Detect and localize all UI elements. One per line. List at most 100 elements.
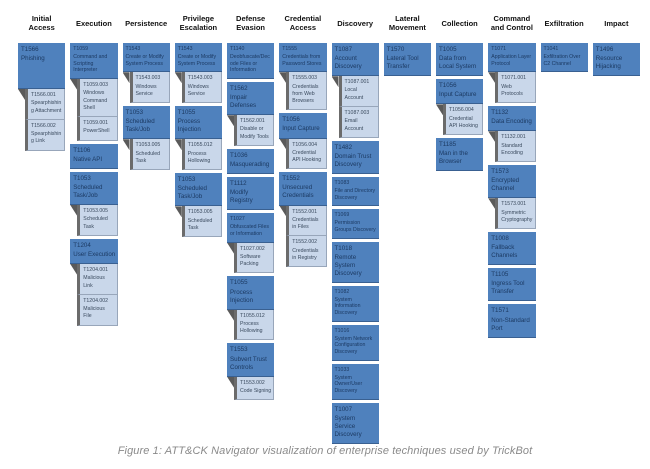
tactic-header: Discovery	[337, 18, 374, 28]
sub-connector-notch	[174, 139, 182, 151]
subtechnique-cell: T1566.002 Spearphishing Link	[25, 119, 66, 151]
technique-name: Input Capture	[282, 125, 320, 133]
subtechnique-group: T1059.003 Windows Command Shell T1059.001 P…	[70, 79, 118, 141]
technique-id: T1132	[491, 109, 509, 117]
subtechnique-cell: T1566.001 Spearphishing Attachment	[25, 89, 66, 120]
sub-connector-notch	[70, 205, 78, 216]
subtechnique-group: T1573.001 Symmetric Cryptography	[488, 198, 536, 230]
tactic-cells: T1543 Create or Modify System Process T154…	[174, 43, 222, 240]
tactic-cells: T1071 Application Layer Protocol T1071.001…	[488, 43, 536, 341]
technique-group: T1041 Exfiltration Over C2 Channel	[540, 43, 588, 73]
technique-id: T1566.002	[31, 122, 56, 129]
subtechnique-cell: T1071.001 Web Protocols	[495, 72, 536, 104]
technique-cell: T1562 Impair Defenses	[227, 82, 275, 116]
sub-connector-notch	[331, 76, 339, 88]
subtechnique-group: T1543.003 Windows Service	[174, 72, 222, 104]
figure-caption: Figure 1: ATT&CK Navigator visualization…	[117, 445, 533, 457]
subtechnique-group: T1087.001 Local Account T1087.003 Email Acc…	[331, 76, 379, 138]
sub-connector-notch	[70, 263, 78, 275]
subtechnique-group: T1053.005 Scheduled Task	[122, 139, 170, 171]
technique-id: T1036	[230, 152, 248, 160]
technique-cell: T1543 Create or Modify System Process	[122, 43, 170, 73]
technique-group: T1573 Encrypted Channel T1573.001 Symmetric…	[488, 165, 536, 230]
technique-name: Scheduled Task	[83, 216, 108, 230]
technique-group: T1112 Modify Registry	[227, 177, 275, 211]
technique-id: T1056.004	[292, 141, 318, 148]
technique-name: Process Injection	[230, 288, 254, 304]
tactic-header: Privilege Escalation	[179, 14, 218, 32]
technique-id: T1105	[491, 271, 509, 279]
technique-id: T1562	[230, 85, 248, 92]
technique-id: T1059.003	[83, 82, 109, 88]
technique-cell: T1573 Encrypted Channel	[488, 165, 536, 199]
technique-id: T1005	[439, 46, 457, 53]
subtechnique-cell: T1543.003 Windows Service	[181, 72, 222, 104]
technique-name: Scheduled Task	[135, 150, 161, 164]
sub-connector-notch	[227, 242, 234, 254]
technique-name: Create or Modify System Process	[125, 53, 164, 67]
subtechnique-group: T1056.004 Credential API Hooking	[436, 104, 484, 136]
subtechnique-cell: T1055.012 Process Hollowing	[181, 139, 222, 171]
technique-id: T1087.003	[344, 110, 370, 117]
technique-group: T1056 Input Capture T1056.004 Credential AP…	[436, 79, 484, 136]
technique-name: Symmetric Cryptography	[501, 209, 533, 223]
tactic-cells: T1087 Account Discovery T1087.001 Local Acc…	[331, 43, 379, 447]
technique-name: Credentials in Registry	[292, 247, 319, 261]
technique-name: Fallback Channels	[491, 244, 518, 260]
sub-connector-notch	[279, 138, 287, 150]
technique-cell: T1053 Scheduled Task/Job	[70, 171, 118, 205]
technique-id: T1553.002	[240, 379, 265, 386]
technique-name: Create or Modify System Process	[177, 53, 217, 67]
technique-name: Email Account	[344, 118, 364, 132]
technique-group: T1033 System Owner/User Discovery	[331, 363, 379, 400]
technique-cell: T1007 System Service Discovery	[331, 402, 379, 445]
technique-cell: T1082 System Information Discovery	[331, 285, 379, 322]
technique-group: T1069 Permission Groups Discovery	[331, 209, 379, 239]
technique-group: T1140 Deobfuscate/Decode Files or Informa…	[227, 43, 275, 79]
technique-name: Process Hollowing	[240, 320, 263, 335]
technique-name: Exfiltration Over C2 Channel	[543, 53, 581, 67]
technique-name: Phishing	[21, 55, 45, 63]
technique-group: T1016 System Network Configuration Discov…	[331, 324, 379, 361]
sub-connector-notch	[227, 376, 234, 388]
technique-id: T1027	[230, 216, 245, 223]
technique-id: T1053.005	[135, 142, 161, 149]
subtechnique-cell: T1027.002 Software Packing	[234, 242, 275, 274]
subtechnique-group: T1055.012 Process Hollowing	[174, 139, 222, 171]
technique-name: Encrypted Channel	[491, 177, 520, 193]
technique-name: Process Hollowing	[187, 150, 211, 164]
technique-group: T1132 Data Encoding T1132.001 Standard Enco…	[488, 106, 536, 163]
subtechnique-cell: T1055.012 Process Hollowing	[234, 309, 275, 341]
tactic-header: Exfiltration	[544, 18, 584, 28]
technique-name: Spearphishing Attachment	[31, 100, 62, 114]
tactic-header: Persistence	[125, 18, 168, 28]
tactic-cells: T1543 Create or Modify System Process T154…	[122, 43, 170, 173]
technique-cell: T1570 Lateral Tool Transfer	[383, 43, 431, 77]
technique-cell: T1005 Data from Local System	[436, 43, 484, 77]
technique-name: Scheduled Task	[187, 217, 213, 231]
tactic-cells: T1555 Credentials from Password Stores T15…	[279, 43, 327, 270]
subtechnique-group: T1562.001 Disable or Modify Tools	[227, 115, 275, 147]
technique-cell: T1112 Modify Registry	[227, 177, 275, 211]
technique-id: T1185	[439, 141, 457, 149]
technique-name: Data Encoding	[491, 118, 532, 126]
tactic-column-exfiltration: Exfiltration T1041 Exfiltration Over C2 Ch…	[540, 4, 588, 75]
technique-cell: T1059 Command and Scripting Interpreter	[70, 43, 118, 79]
technique-id: T1555.003	[292, 75, 318, 82]
technique-group: T1053 Scheduled Task/Job T1053.005 Schedule…	[174, 173, 222, 238]
technique-id: T1071.001	[501, 75, 527, 82]
subtechnique-cell: T1573.001 Symmetric Cryptography	[495, 198, 536, 230]
technique-name: Ingress Tool Transfer	[491, 280, 525, 296]
subtechnique-group: T1071.001 Web Protocols	[488, 72, 536, 104]
technique-group: T1087 Account Discovery T1087.001 Local Acc…	[331, 43, 379, 138]
technique-name: Subvert Trust Controls	[230, 355, 267, 371]
technique-cell: T1018 Remote System Discovery	[331, 241, 379, 283]
subtechnique-group: T1053.005 Scheduled Task	[174, 206, 222, 238]
technique-id: T1543	[177, 46, 193, 52]
technique-name: Malicious Link	[83, 275, 105, 289]
subtechnique-group: T1543.003 Windows Service	[122, 72, 170, 104]
technique-name: System Network Configuration Discovery	[334, 335, 373, 356]
technique-id: T1562.001	[240, 118, 265, 125]
technique-group: T1053 Scheduled Task/Job T1053.005 Schedule…	[70, 171, 118, 236]
subtechnique-cell: T1087.001 Local Account	[338, 76, 379, 108]
